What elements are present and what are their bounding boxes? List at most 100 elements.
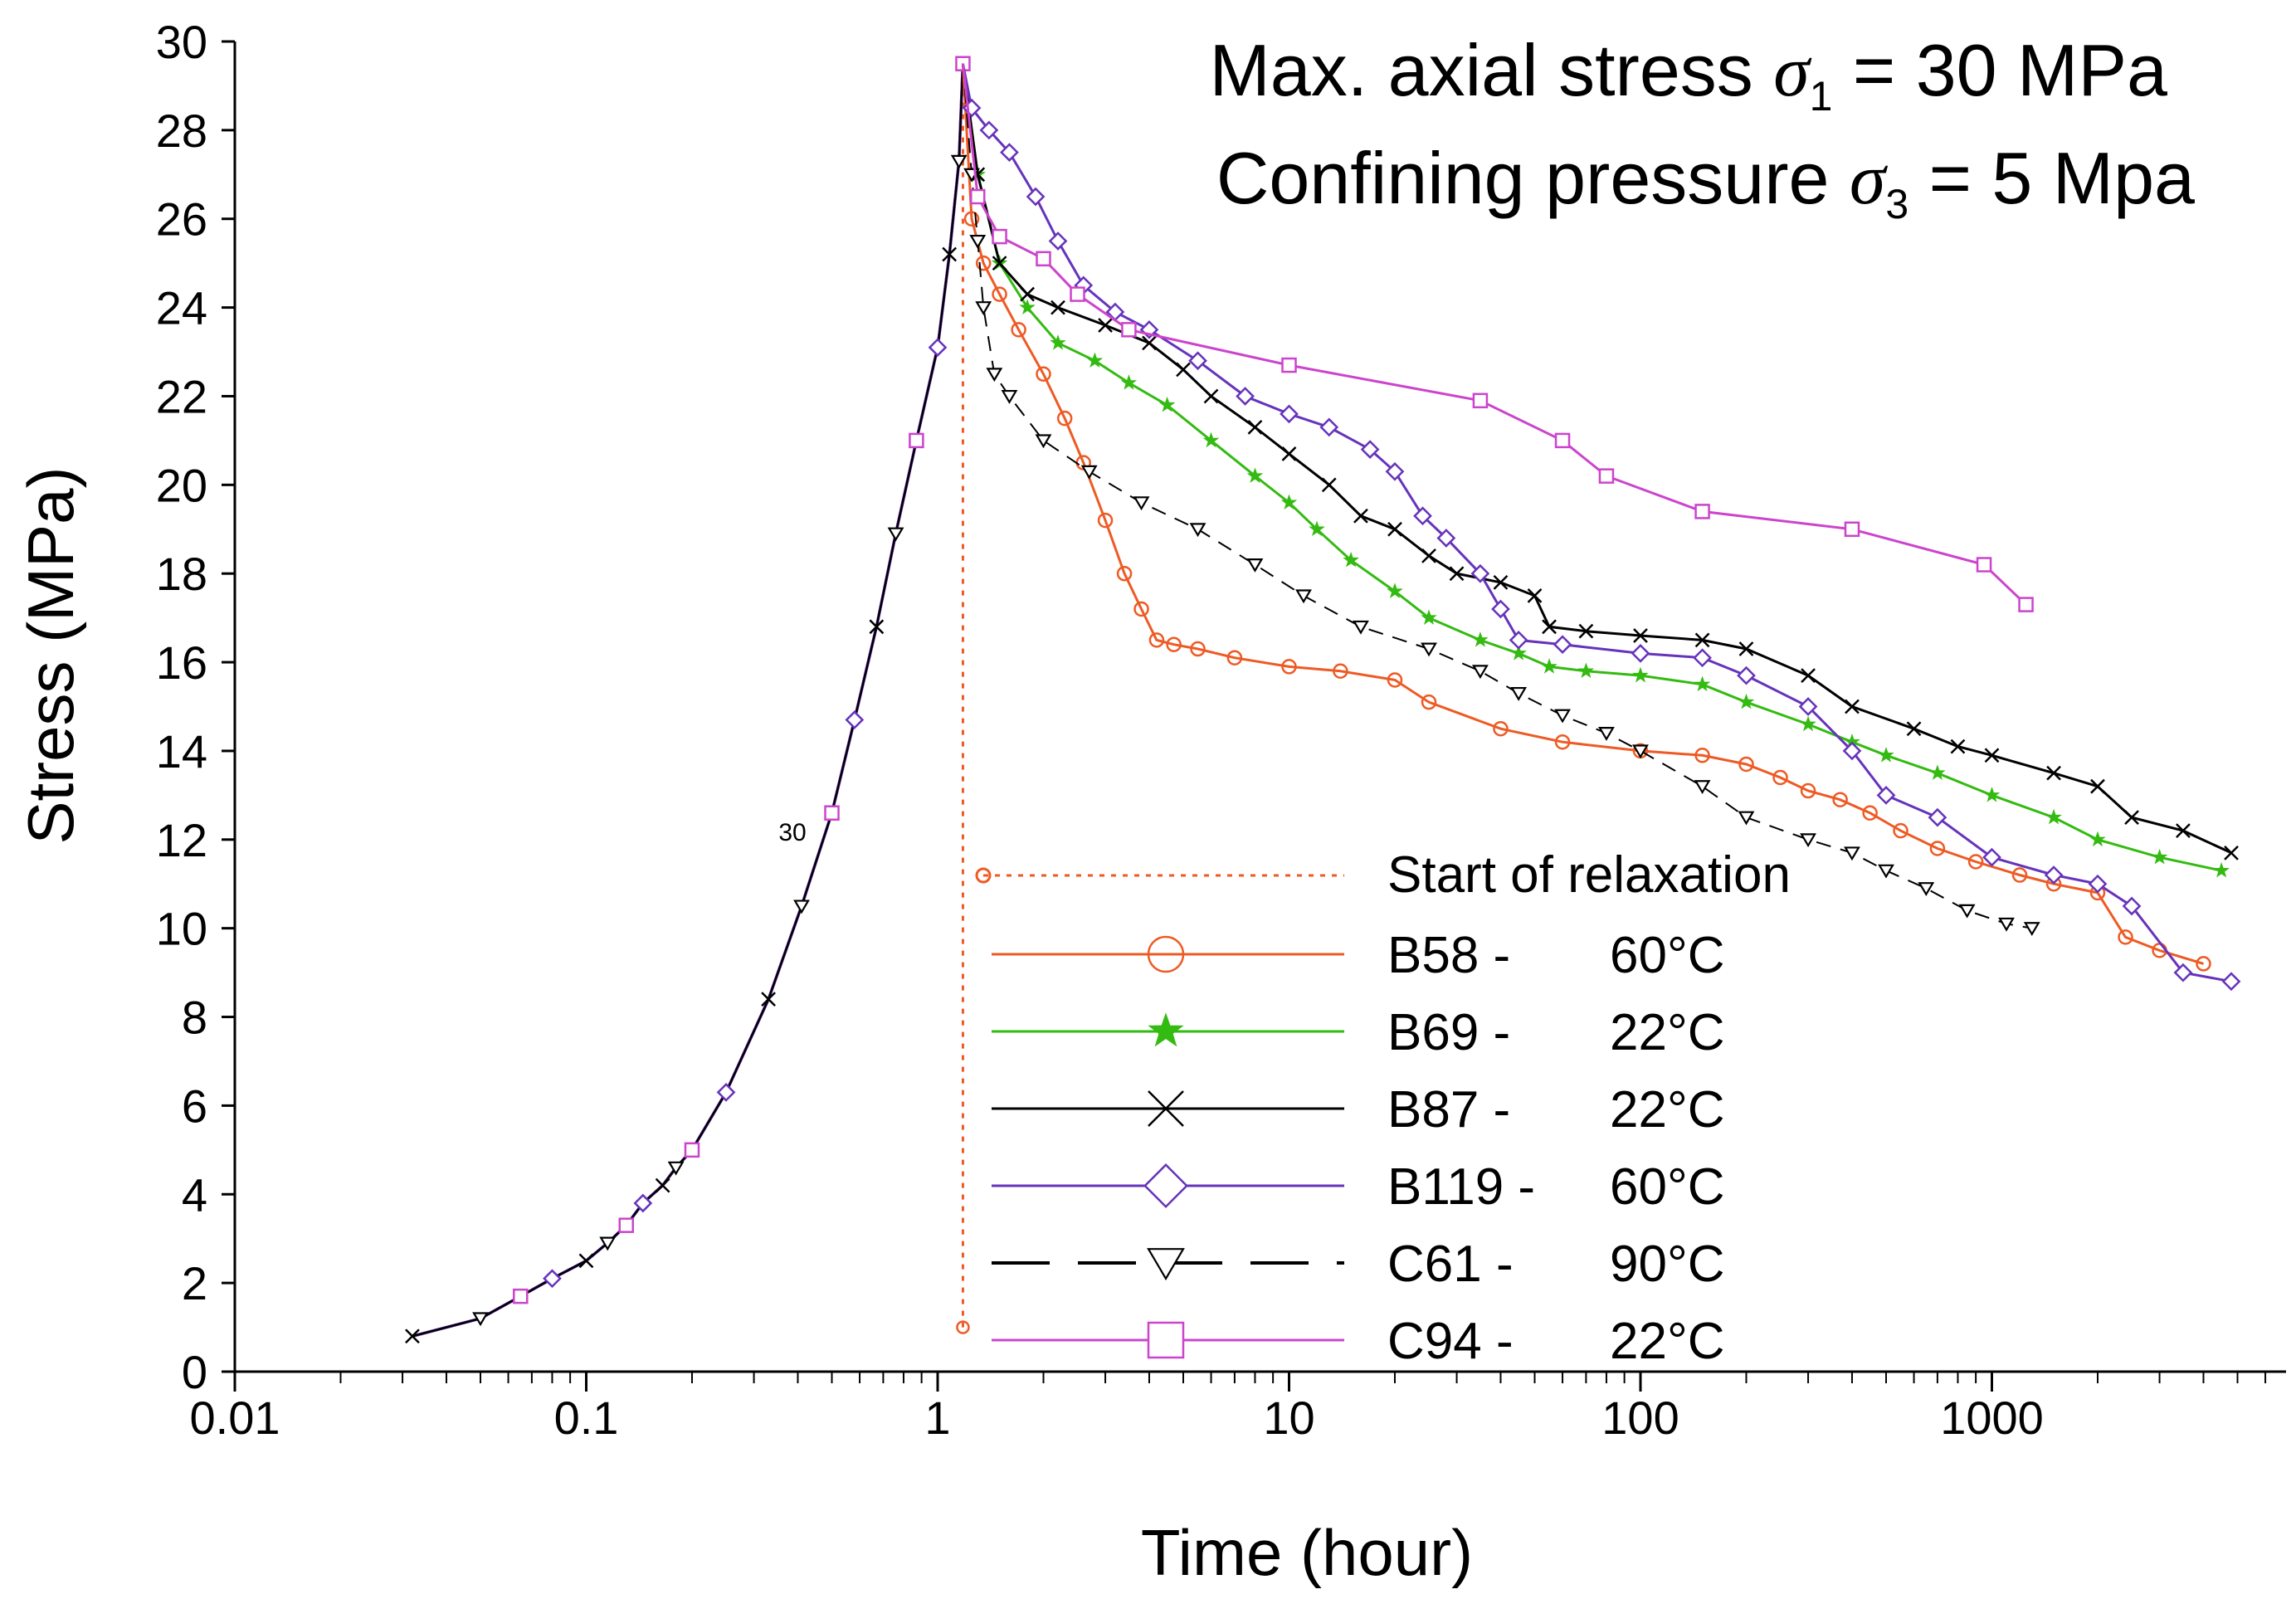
data-point-C61 (975, 301, 992, 315)
y-tick-label: 30 (156, 16, 207, 68)
data-point-C94 (1472, 392, 1489, 409)
loading-point (793, 899, 810, 914)
data-point-B58 (2011, 867, 2028, 883)
data-point-B119 (1385, 461, 1405, 481)
loading-point (633, 1193, 653, 1213)
legend-marker-C61 (1147, 1248, 1185, 1281)
data-point-B119 (1509, 630, 1528, 650)
data-point-B119 (1928, 807, 1947, 827)
data-point-B69 (1800, 715, 1816, 732)
data-point-C61 (2023, 922, 2040, 937)
legend-label-id-C61: C61 - (1387, 1236, 1514, 1293)
loading-point (824, 805, 840, 821)
data-point-B58 (1281, 659, 1297, 675)
loading-point (405, 1328, 420, 1344)
loading-point (950, 154, 968, 169)
data-point-B87 (1738, 641, 1754, 656)
data-point-B58 (1832, 792, 1848, 807)
loading-point (513, 1288, 529, 1304)
y-tick-label: 22 (156, 370, 207, 422)
y-tick-label: 6 (182, 1080, 207, 1132)
y-tick-label: 2 (182, 1257, 207, 1309)
data-point-B58 (1148, 632, 1165, 648)
data-point-B87 (1203, 388, 1219, 404)
data-point-B87 (1387, 521, 1402, 537)
data-point-B69 (1577, 662, 1595, 679)
data-point-C61 (1295, 589, 1312, 604)
data-point-B58 (1421, 694, 1437, 710)
data-point-B58 (1011, 322, 1026, 338)
data-point-B58 (1226, 650, 1243, 665)
data-point-C94 (1121, 322, 1137, 338)
data-point-B87 (1449, 566, 1465, 582)
loading-point (684, 1142, 700, 1158)
data-point-B119 (979, 120, 999, 140)
data-point-C61 (1738, 811, 1755, 826)
annotation-max-axial-stress: Max. axial stress σ1 = 30 MPa (1209, 29, 2167, 119)
data-point-B87 (2124, 810, 2139, 825)
data-point-B119 (1413, 506, 1432, 526)
loading-point (716, 1083, 736, 1102)
legend-marker-B69 (1148, 1012, 1184, 1047)
legend-series-entries: B58 - 60°C B69 - 22°C B87 - 22°C B119 - 60°C C61… (992, 927, 1725, 1370)
legend-label-temp-C61: 90°C (1610, 1236, 1725, 1293)
loading-point (472, 1312, 489, 1327)
data-point-B58 (2118, 929, 2133, 945)
y-tick-label: 12 (156, 814, 207, 866)
legend-label-id-C94: C94 - (1387, 1313, 1514, 1370)
data-point-B69 (2045, 808, 2062, 825)
data-point-C61 (1918, 882, 1935, 896)
data-point-B87 (1801, 668, 1816, 683)
legend-marker-relaxation (975, 867, 992, 884)
loading-point (761, 992, 776, 1007)
data-point-B119 (1026, 187, 1046, 207)
data-point-B119 (1360, 440, 1380, 459)
y-tick-label: 8 (182, 992, 207, 1044)
loading-point (543, 1269, 562, 1289)
data-point-B87 (2224, 845, 2239, 860)
data-point-B69 (1343, 551, 1359, 568)
legend-label-temp-C94: 22°C (1610, 1313, 1725, 1370)
data-point-B87 (1247, 419, 1263, 435)
data-point-C61 (1998, 917, 2015, 932)
y-tick-label: 16 (156, 636, 207, 689)
data-point-B87 (2090, 778, 2105, 794)
data-point-B58 (1493, 720, 1509, 737)
data-point-B58 (1772, 769, 1788, 786)
data-point-B119 (1280, 404, 1299, 424)
x-tick-label: 10 (1263, 1392, 1314, 1444)
data-point-C61 (1878, 864, 1894, 879)
data-point-B69 (1632, 666, 1649, 683)
data-point-B69 (1694, 675, 1711, 692)
loading-point (655, 1177, 670, 1193)
data-point-B119 (2044, 865, 2064, 885)
legend: Start of relaxation B58 - 60°C B69 - 22°C B8… (975, 846, 1791, 1370)
y-tick-label: 0 (182, 1346, 207, 1398)
data-point-C94 (1598, 468, 1615, 484)
data-point-B119 (2221, 972, 2241, 992)
data-point-B58 (1036, 366, 1051, 382)
data-point-B69 (1280, 494, 1298, 510)
data-point-B87 (1176, 362, 1191, 378)
data-point-B119 (1000, 143, 1019, 162)
data-point-B58 (1097, 512, 1114, 529)
x-axis-ticks: 0.01 0.1 1 10 100 1000 (190, 1372, 2267, 1444)
annotation-confining-pressure: Confining pressure σ3 = 5 Mpa (1216, 137, 2195, 227)
data-point-B69 (1050, 334, 1066, 350)
data-point-B87 (1527, 588, 1543, 603)
data-point-C61 (1510, 686, 1528, 701)
loading-point (869, 619, 885, 635)
y-axis-title: Stress (MPa) (14, 466, 87, 844)
data-point-C61 (1189, 523, 1206, 538)
data-point-C94 (970, 188, 986, 205)
data-point-B58 (1133, 601, 1149, 617)
data-point-C94 (1281, 357, 1297, 373)
data-point-B69 (1387, 583, 1403, 598)
data-point-B87 (1421, 548, 1436, 563)
data-point-C61 (1694, 780, 1711, 795)
data-point-B119 (1319, 417, 1339, 437)
legend-marker-B87 (1148, 1090, 1184, 1127)
data-point-C61 (1958, 904, 1976, 919)
data-point-B69 (1019, 299, 1036, 314)
